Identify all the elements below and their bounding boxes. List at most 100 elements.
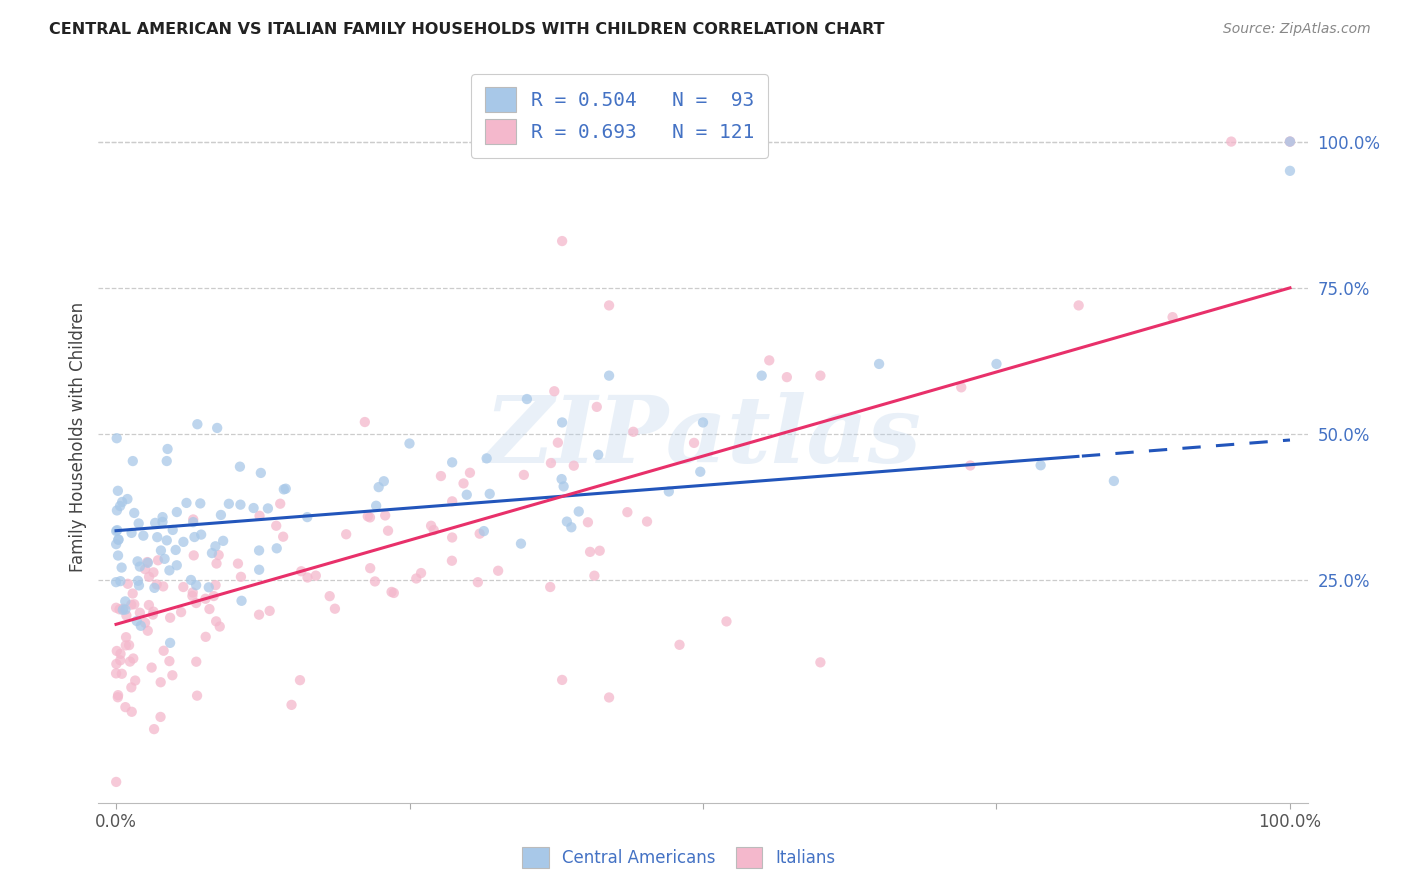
Point [183, 549, 205, 563]
Point [366, 499, 388, 513]
Point [440, 554, 463, 568]
Point [986, 357, 1008, 371]
Point [142, 605, 165, 619]
Point [513, 467, 536, 482]
Point [194, 630, 217, 644]
Point [441, 455, 464, 469]
Point [808, 368, 831, 383]
Point [152, 515, 174, 529]
Point [209, 508, 232, 522]
Point [107, 688, 129, 702]
Point [204, 578, 226, 592]
Point [250, 466, 273, 480]
Point [373, 474, 395, 488]
Point [181, 589, 204, 603]
Point [180, 573, 202, 587]
Point [247, 563, 270, 577]
Point [142, 607, 165, 622]
Point [181, 512, 204, 526]
Point [555, 515, 578, 529]
Point [188, 496, 211, 510]
Point [110, 653, 132, 667]
Point [111, 560, 134, 574]
Point [1102, 474, 1125, 488]
Point [170, 605, 193, 619]
Point [186, 655, 208, 669]
Point [380, 585, 402, 599]
Point [305, 568, 328, 582]
Point [269, 497, 291, 511]
Point [132, 529, 155, 543]
Point [120, 598, 142, 612]
Point [197, 580, 219, 594]
Point [229, 570, 252, 584]
Point [441, 531, 464, 545]
Point [159, 636, 181, 650]
Point [162, 668, 184, 682]
Point [136, 556, 159, 570]
Point [134, 562, 156, 576]
Point [114, 602, 136, 616]
Point [1278, 135, 1301, 149]
Text: ZIPatlas: ZIPatlas [485, 392, 921, 482]
Point [186, 596, 208, 610]
Point [152, 510, 174, 524]
Point [107, 483, 129, 498]
Point [683, 436, 706, 450]
Point [579, 545, 602, 559]
Point [218, 497, 240, 511]
Point [122, 651, 145, 665]
Point [692, 416, 714, 430]
Point [125, 614, 148, 628]
Point [297, 510, 319, 524]
Point [335, 527, 357, 541]
Point [128, 606, 150, 620]
Point [138, 570, 160, 584]
Y-axis label: Family Households with Children: Family Households with Children [69, 302, 87, 572]
Point [551, 673, 574, 687]
Point [1161, 310, 1184, 325]
Point [105, 431, 128, 445]
Point [108, 602, 131, 616]
Point [105, 523, 128, 537]
Point [247, 607, 270, 622]
Point [229, 459, 252, 474]
Point [146, 530, 169, 544]
Point [134, 615, 156, 630]
Point [114, 594, 136, 608]
Point [716, 615, 738, 629]
Legend: Central Americans, Italians: Central Americans, Italians [516, 840, 842, 875]
Point [551, 234, 574, 248]
Point [257, 501, 280, 516]
Point [202, 589, 225, 603]
Point [264, 518, 287, 533]
Point [589, 543, 612, 558]
Point [658, 484, 681, 499]
Point [208, 548, 231, 562]
Point [486, 564, 509, 578]
Point [136, 624, 159, 638]
Point [172, 534, 194, 549]
Point [118, 638, 141, 652]
Point [117, 576, 139, 591]
Point [456, 488, 478, 502]
Point [127, 574, 149, 588]
Point [122, 597, 145, 611]
Point [186, 417, 208, 432]
Point [430, 469, 453, 483]
Point [288, 673, 311, 688]
Point [249, 508, 271, 523]
Point [323, 601, 346, 615]
Point [585, 400, 607, 414]
Point [149, 543, 172, 558]
Point [121, 525, 143, 540]
Point [149, 710, 172, 724]
Point [359, 510, 381, 524]
Point [226, 557, 249, 571]
Point [453, 476, 475, 491]
Point [353, 415, 375, 429]
Point [111, 603, 134, 617]
Point [166, 505, 188, 519]
Point [758, 353, 780, 368]
Point [398, 436, 420, 450]
